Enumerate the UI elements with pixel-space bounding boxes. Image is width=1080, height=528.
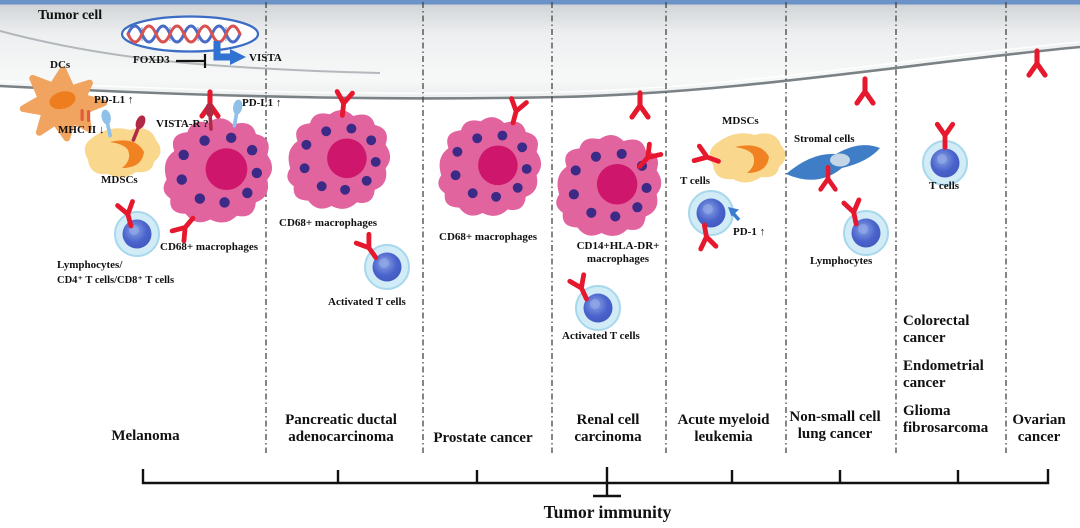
vista-receptor-icon (172, 213, 199, 241)
vista-receptor-icon (857, 79, 873, 103)
stromal-label: Stromal cells (794, 133, 855, 145)
cancer-label-melanoma: Melanoma (111, 428, 180, 444)
cancer-label-rcc: Renal cell carcinoma (574, 412, 642, 445)
summary-bracket (141, 467, 1050, 498)
activated-tcells-label-pdac: Activated T cells (328, 296, 406, 308)
tumor-cell-label: Tumor cell (38, 8, 103, 23)
cancer-label-prostate: Prostate cancer (433, 430, 533, 446)
macrophage-cell (163, 118, 273, 223)
cancer-label-multi: Colorectal cancer Endometrial cancer Gli… (903, 313, 998, 448)
cd68-label-prostate: CD68+ macrophages (439, 231, 538, 243)
cd68-label-melanoma: CD68+ macrophages (160, 241, 259, 253)
pdl1-mdsc-label: PD-L1 ↑ (94, 94, 134, 106)
tumor-immunity-label: Tumor immunity (543, 502, 672, 522)
panel-dividers (265, 2, 1007, 453)
mhc2-molecules (80, 109, 91, 122)
vista-receptor-icon (1029, 51, 1045, 75)
cancer-label-pdac: Pancreatic ductal adenocarcinoma (285, 412, 397, 445)
vista-receptor-icon (506, 99, 527, 125)
cancer-label-ovarian: Ovarian cancer (1012, 412, 1066, 445)
tumor-cell-region (0, 0, 1080, 100)
cd68-label-pdac: CD68+ macrophages (279, 217, 378, 229)
cancer-label-aml: Acute myeloid leukemia (677, 412, 770, 445)
macrophage-cell (556, 134, 662, 236)
dcs-label: DCs (50, 59, 71, 71)
cd14-label-rcc: CD14+HLA-DR+ macrophages (576, 240, 660, 265)
top-border (0, 0, 1080, 5)
cancer-label-nsclc: Non-small cell lung cancer (789, 409, 881, 442)
vista-arrowhead (230, 49, 246, 65)
stromal-cell (786, 145, 880, 180)
cancer-label-endometrial: Endometrial cancer (903, 358, 984, 391)
activated-tcells-label-rcc: Activated T cells (562, 330, 640, 342)
t-cell (843, 210, 889, 256)
pd1-label: PD-1 ↑ (733, 226, 766, 238)
macrophage-cell (438, 117, 542, 216)
mdsc-cell (709, 133, 786, 183)
cancer-label-glioma: Glioma fibrosarcoma (903, 403, 989, 436)
vista-r-label: VISTA-R ? (156, 118, 209, 130)
vista-receptor-icon (632, 93, 648, 117)
cancer-label-colorectal: Colorectal cancer (903, 313, 970, 346)
tumor-shading-line (0, 30, 381, 74)
macrophage-cell (287, 110, 391, 209)
dna-plasmid (120, 15, 260, 53)
tcells-label-aml: T cells (680, 175, 711, 187)
inhibition-bar (593, 467, 621, 498)
foxd3-inhibition-arrow (176, 41, 246, 68)
vista-label: VISTA (249, 52, 282, 64)
mdscs-label-aml: MDSCs (722, 115, 759, 127)
pdl1-mac-label: PD-L1 ↑ (242, 97, 282, 109)
t-cell (688, 190, 734, 236)
mdscs-label: MDSCs (101, 174, 138, 186)
mhc2-label: MHC II ↓ (58, 124, 105, 136)
foxd3-label: FOXD3 (133, 54, 170, 66)
dna-strand-red (126, 24, 242, 44)
lymphocytes-label-line1: Lymphocytes/ (57, 259, 123, 271)
lymphocytes-label-line2: CD4⁺ T cells/CD8⁺ T cells (57, 275, 175, 286)
lymphocytes-label-nsclc: Lymphocytes (810, 255, 873, 267)
tcells-label-multi: T cells (929, 180, 960, 192)
t-cell (114, 211, 160, 257)
